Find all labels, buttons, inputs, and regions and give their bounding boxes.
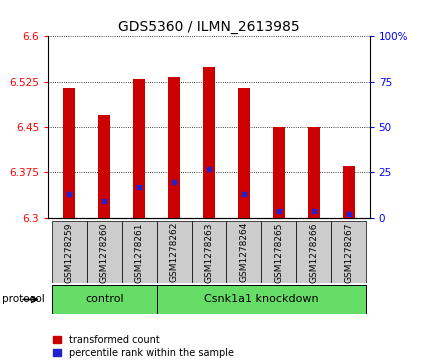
Bar	[63, 88, 75, 218]
Point	[205, 166, 213, 172]
Bar	[52, 221, 87, 283]
Text: GSM1278260: GSM1278260	[100, 222, 109, 282]
Bar	[157, 285, 366, 314]
Bar	[331, 221, 366, 283]
Text: GSM1278267: GSM1278267	[344, 222, 353, 282]
Bar	[261, 221, 296, 283]
Bar	[98, 115, 110, 218]
Text: protocol: protocol	[2, 294, 45, 305]
Point	[101, 199, 108, 204]
Point	[136, 184, 143, 190]
Bar	[157, 221, 191, 283]
Text: control: control	[85, 294, 124, 305]
Point	[240, 191, 247, 197]
Point	[275, 208, 282, 213]
Bar	[308, 127, 320, 218]
Title: GDS5360 / ILMN_2613985: GDS5360 / ILMN_2613985	[118, 20, 300, 34]
Bar	[238, 88, 250, 218]
Text: GSM1278262: GSM1278262	[169, 222, 179, 282]
Text: GSM1278259: GSM1278259	[65, 222, 74, 282]
Bar	[296, 221, 331, 283]
Legend: transformed count, percentile rank within the sample: transformed count, percentile rank withi…	[53, 335, 234, 358]
Bar	[273, 127, 285, 218]
Text: GSM1278261: GSM1278261	[135, 222, 144, 282]
Bar	[203, 66, 215, 218]
Text: Csnk1a1 knockdown: Csnk1a1 knockdown	[204, 294, 319, 305]
Bar	[87, 221, 122, 283]
Bar	[52, 285, 157, 314]
Point	[345, 211, 352, 217]
Bar	[227, 221, 261, 283]
Text: GSM1278263: GSM1278263	[205, 222, 213, 282]
Bar	[343, 166, 355, 218]
Bar	[122, 221, 157, 283]
Text: GSM1278265: GSM1278265	[274, 222, 283, 282]
Text: GSM1278264: GSM1278264	[239, 222, 249, 282]
Bar	[168, 77, 180, 218]
Point	[171, 179, 178, 184]
Text: GSM1278266: GSM1278266	[309, 222, 318, 282]
Point	[310, 208, 317, 213]
Bar	[191, 221, 227, 283]
Bar	[133, 79, 145, 218]
Point	[66, 191, 73, 197]
